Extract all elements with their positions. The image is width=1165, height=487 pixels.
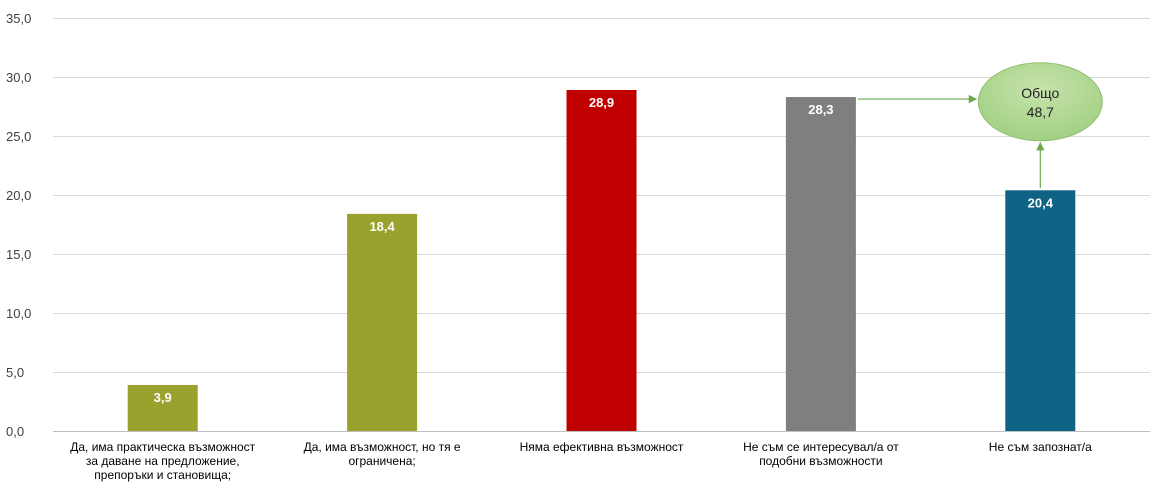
y-tick-label: 20,0 <box>6 188 31 203</box>
data-labels: 3,9 18,4 28,9 28,3 20,4 <box>154 95 1054 405</box>
total-label: Общо <box>1021 85 1059 101</box>
y-tick-label: 35,0 <box>6 11 31 26</box>
total-ellipse <box>977 62 1103 142</box>
y-tick-label: 10,0 <box>6 306 31 321</box>
bar-value-label: 28,9 <box>589 95 614 110</box>
category-label: за даване на предложение, <box>86 454 240 468</box>
y-tick-label: 15,0 <box>6 247 31 262</box>
category-label: ограничена; <box>348 454 415 468</box>
bar-value-label: 28,3 <box>808 102 833 117</box>
category-label: подобни възможности <box>759 454 882 468</box>
bar <box>1005 190 1076 431</box>
category-label: Да, има практическа възможност <box>70 440 255 454</box>
category-label: Да, има възможност, но тя е <box>304 440 461 454</box>
bar <box>785 97 856 431</box>
total-value: 48,7 <box>1027 104 1054 120</box>
bar-value-label: 20,4 <box>1028 195 1054 210</box>
y-tick-label: 30,0 <box>6 70 31 85</box>
bar-value-label: 18,4 <box>369 219 395 234</box>
y-tick-label: 0,0 <box>6 424 24 439</box>
total-annotation: Общо 48,7 <box>857 62 1103 189</box>
bars <box>127 89 1076 431</box>
y-axis-ticks: 0,0 5,0 10,0 15,0 20,0 25,0 30,0 35,0 <box>6 11 31 439</box>
bar <box>347 213 418 431</box>
category-label: Не съм се интересувал/а от <box>743 440 899 454</box>
bar-value-label: 3,9 <box>154 390 172 405</box>
bar <box>566 89 637 431</box>
category-label: Не съм запознат/а <box>989 440 1092 454</box>
y-tick-label: 5,0 <box>6 365 24 380</box>
y-tick-label: 25,0 <box>6 129 31 144</box>
category-label: Няма ефективна възможност <box>520 440 684 454</box>
category-label: препоръки и становища; <box>94 468 231 482</box>
bar <box>127 384 198 431</box>
